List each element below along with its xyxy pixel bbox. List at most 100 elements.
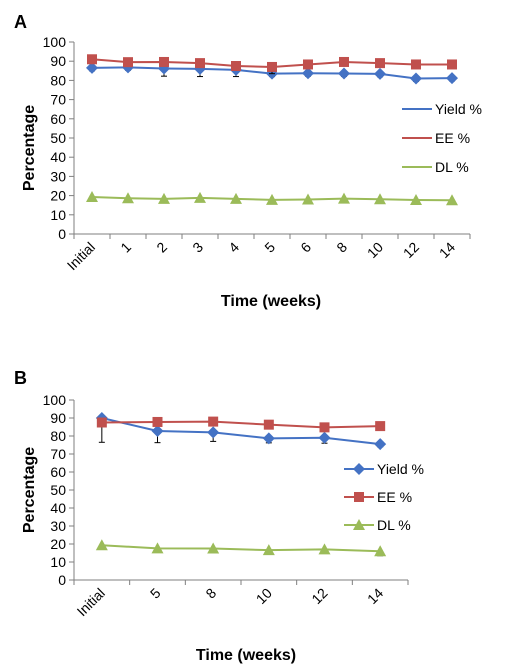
data-point	[122, 192, 134, 204]
legend-label: EE %	[435, 130, 470, 146]
data-point	[338, 67, 350, 80]
chart-panel-a: A Percentage Time (weeks) 0 10 20 30 40 50 60 7…	[14, 12, 482, 310]
series-line	[101, 417, 381, 446]
data-point	[446, 72, 458, 85]
data-point	[447, 59, 457, 70]
y-tick-label: 20	[50, 188, 66, 204]
x-tick-label: 14	[436, 239, 458, 261]
y-tick-label: 0	[58, 572, 66, 588]
y-tick-label: 70	[50, 446, 66, 462]
data-point	[262, 544, 275, 556]
y-tick-label: 40	[50, 149, 66, 165]
x-tick-label: 3	[189, 239, 206, 256]
x-tick-label: 4	[225, 239, 242, 256]
series-line	[101, 544, 381, 553]
y-tick-label: 50	[50, 482, 66, 498]
legend-label: EE %	[377, 489, 412, 505]
panel-label-a: A	[14, 12, 27, 32]
x-tick-label: 8	[333, 239, 350, 256]
y-tick-label: 30	[50, 518, 66, 534]
x-tick-label: 8	[202, 585, 219, 602]
series-line	[101, 420, 381, 429]
series-yield-b	[95, 412, 387, 451]
y-tick-label: 80	[50, 428, 66, 444]
data-point	[231, 61, 241, 71]
data-point	[318, 431, 331, 444]
x-tick-label: 12	[400, 239, 422, 261]
data-point	[410, 72, 422, 85]
legend-marker	[353, 519, 365, 530]
data-point	[152, 416, 163, 427]
legend-item-dl: DL %	[344, 517, 411, 533]
y-axis-title-b: Percentage	[21, 447, 38, 533]
x-tick-label: Initial	[74, 585, 108, 619]
data-point	[338, 192, 350, 204]
y-tick-label: 10	[50, 554, 66, 570]
y-tick-label: 60	[50, 111, 66, 127]
data-point	[195, 58, 205, 69]
data-point	[375, 58, 385, 69]
data-point	[266, 193, 278, 205]
chart-panel-b: B Percentage Time (weeks) 0 10 20 30 40 50 60 7…	[14, 368, 424, 664]
x-axis-title-a: Time (weeks)	[221, 293, 321, 310]
data-point	[339, 56, 349, 67]
x-tick-label: 6	[297, 239, 314, 256]
legend-item-ee: EE %	[402, 130, 470, 146]
data-point	[411, 59, 421, 70]
legend-label: Yield %	[377, 461, 424, 477]
data-point	[159, 56, 169, 67]
data-point	[319, 422, 330, 433]
legend-label: DL %	[377, 517, 411, 533]
y-tick-label: 90	[50, 410, 66, 426]
data-point	[267, 61, 277, 72]
data-point	[302, 67, 314, 80]
legend-label: Yield %	[435, 101, 482, 117]
data-point	[446, 194, 458, 206]
data-point	[86, 190, 98, 202]
data-point	[194, 62, 206, 75]
data-point	[262, 432, 275, 445]
x-tick-label: 14	[364, 585, 386, 607]
data-point	[374, 545, 387, 557]
data-point	[374, 193, 386, 205]
x-tick-label: 2	[153, 239, 170, 256]
data-point	[151, 542, 164, 554]
y-tick-label: 0	[58, 226, 66, 242]
y-tick-label: 90	[50, 53, 66, 69]
data-point	[302, 193, 314, 205]
panel-label-b: B	[14, 368, 27, 388]
data-point	[208, 416, 219, 427]
data-point	[87, 54, 97, 65]
y-tick-label: 100	[43, 34, 67, 50]
legend-item-ee: EE %	[344, 489, 412, 505]
legend-item-yield: Yield %	[402, 101, 482, 117]
data-point	[96, 417, 107, 428]
x-tick-label: Initial	[64, 239, 98, 273]
plot-area-b: 0 10 20 30 40 50 60 70 80 90 100 Initial 5 8 10 12 14 Yie…	[43, 392, 424, 619]
y-tick-label: 40	[50, 500, 66, 516]
y-tick-label: 50	[50, 130, 66, 146]
y-tick-label: 10	[50, 207, 66, 223]
series-ee-b	[96, 416, 386, 443]
y-tick-label: 60	[50, 464, 66, 480]
series-dl-a	[86, 190, 458, 206]
y-tick-label: 100	[43, 392, 67, 408]
x-axis-title-b: Time (weeks)	[196, 647, 296, 664]
data-point	[207, 542, 220, 554]
data-point	[230, 192, 242, 204]
y-axis-title-a: Percentage	[21, 105, 38, 191]
legend-marker	[353, 463, 365, 475]
y-tick-label: 30	[50, 168, 66, 184]
series-ee-a	[87, 54, 457, 75]
x-tick-label: 5	[261, 239, 278, 256]
y-tick-label: 80	[50, 72, 66, 88]
data-point	[158, 192, 170, 204]
legend-item-yield: Yield %	[344, 461, 424, 477]
x-tick-label: 10	[253, 585, 275, 607]
data-point	[318, 543, 331, 555]
data-point	[375, 421, 386, 432]
data-point	[207, 426, 220, 439]
legend-marker	[354, 492, 364, 502]
